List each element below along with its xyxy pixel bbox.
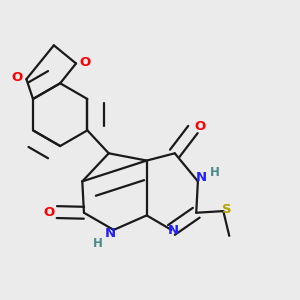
Text: S: S <box>223 202 232 216</box>
Text: H: H <box>210 166 220 178</box>
Text: O: O <box>80 56 91 69</box>
Text: N: N <box>196 171 207 184</box>
Text: N: N <box>168 224 179 237</box>
Text: N: N <box>105 227 116 240</box>
Text: O: O <box>43 206 54 219</box>
Text: O: O <box>11 71 23 84</box>
Text: O: O <box>195 120 206 133</box>
Text: H: H <box>93 237 103 250</box>
